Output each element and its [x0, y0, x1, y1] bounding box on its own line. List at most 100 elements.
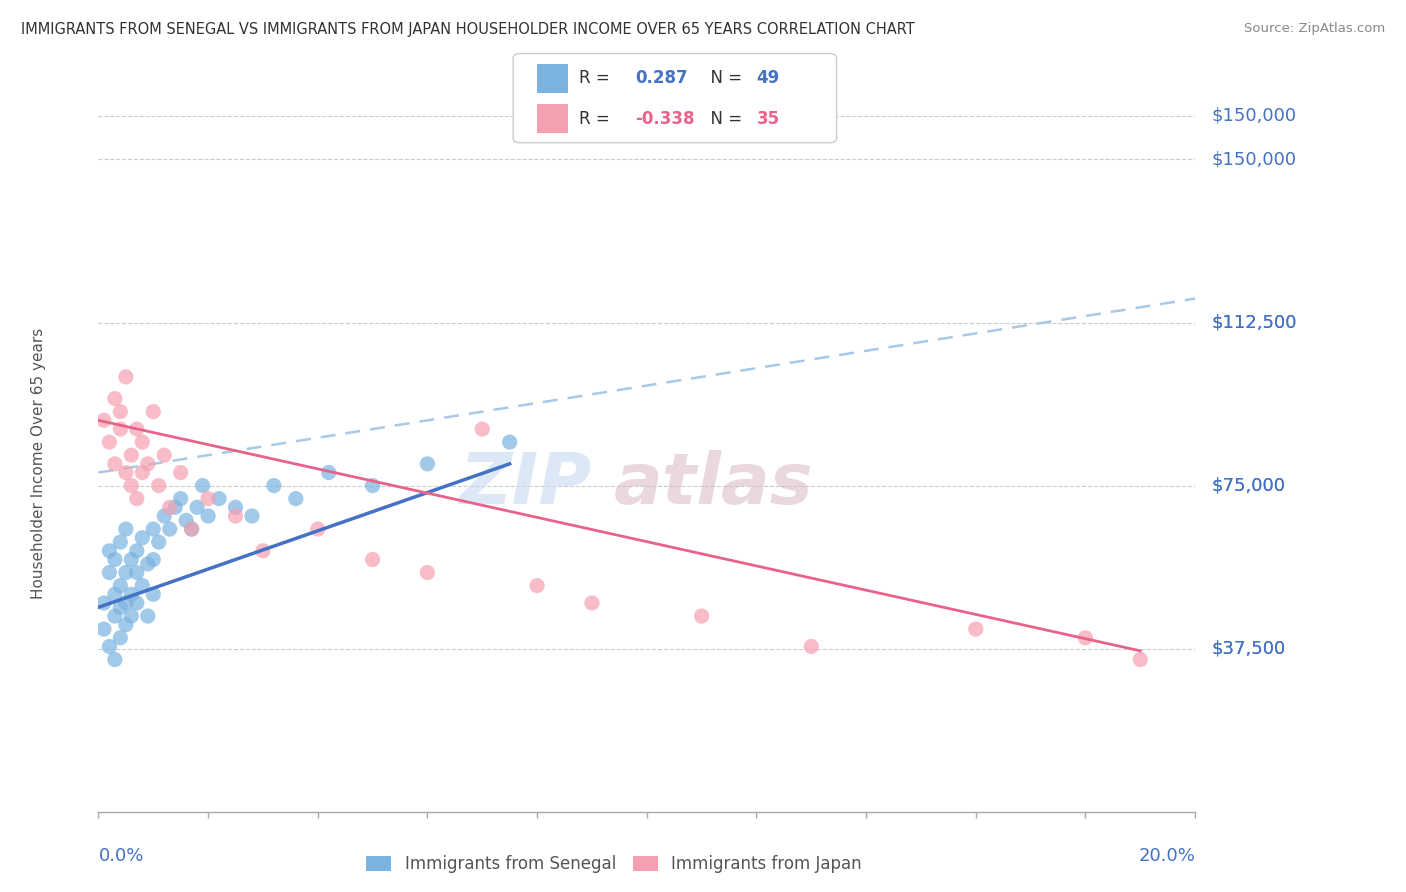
Point: [165, 500, 187, 515]
Point: [153, 448, 176, 462]
Point: [581, 596, 603, 610]
Text: 0.287: 0.287: [636, 70, 688, 87]
Point: [120, 448, 142, 462]
Legend: Immigrants from Senegal, Immigrants from Japan: Immigrants from Senegal, Immigrants from…: [360, 848, 868, 880]
Point: [170, 491, 193, 506]
Point: [115, 522, 138, 536]
Point: [131, 466, 153, 480]
Point: [110, 631, 132, 645]
Point: [125, 566, 148, 580]
Text: $112,500: $112,500: [1212, 313, 1298, 332]
Point: [125, 596, 148, 610]
Point: [1074, 631, 1097, 645]
Point: [104, 587, 127, 601]
Text: $37,500: $37,500: [1212, 640, 1286, 657]
Point: [526, 579, 548, 593]
Point: [125, 422, 148, 436]
Point: [110, 535, 132, 549]
Point: [120, 609, 142, 624]
Point: [136, 557, 159, 571]
Point: [1129, 652, 1152, 666]
Point: [142, 552, 165, 566]
Text: R =: R =: [579, 110, 616, 128]
Point: [93, 622, 115, 636]
Point: [197, 508, 219, 523]
Point: [110, 405, 132, 419]
Point: [240, 508, 263, 523]
Point: [159, 522, 181, 536]
Point: [148, 535, 170, 549]
Point: [115, 617, 138, 632]
Point: [284, 491, 307, 506]
Text: -0.338: -0.338: [636, 110, 695, 128]
Point: [170, 466, 193, 480]
Point: [416, 566, 439, 580]
Point: [136, 457, 159, 471]
Point: [307, 522, 329, 536]
Point: [98, 544, 121, 558]
Point: [104, 392, 127, 406]
Point: [104, 652, 127, 666]
Point: [120, 587, 142, 601]
Point: [98, 566, 121, 580]
Point: [180, 522, 202, 536]
Text: Householder Income Over 65 years: Householder Income Over 65 years: [31, 328, 45, 599]
Point: [104, 609, 127, 624]
Point: [225, 500, 247, 515]
Point: [361, 478, 384, 492]
Text: R =: R =: [579, 70, 620, 87]
Point: [499, 435, 522, 450]
Point: [186, 500, 208, 515]
Text: $112,500: $112,500: [1212, 313, 1298, 332]
Point: [110, 422, 132, 436]
Point: [104, 552, 127, 566]
Point: [98, 435, 121, 450]
Text: 0.0%: 0.0%: [98, 847, 143, 864]
Point: [104, 457, 127, 471]
Point: [120, 478, 142, 492]
Point: [120, 552, 142, 566]
Point: [318, 466, 340, 480]
Point: [263, 478, 285, 492]
Text: N =: N =: [700, 70, 748, 87]
Text: $75,000: $75,000: [1212, 476, 1285, 494]
Point: [131, 579, 153, 593]
Text: $150,000: $150,000: [1212, 151, 1296, 169]
Point: [142, 405, 165, 419]
Point: [110, 600, 132, 615]
Point: [142, 522, 165, 536]
Text: IMMIGRANTS FROM SENEGAL VS IMMIGRANTS FROM JAPAN HOUSEHOLDER INCOME OVER 65 YEAR: IMMIGRANTS FROM SENEGAL VS IMMIGRANTS FR…: [21, 22, 915, 37]
Text: 49: 49: [756, 70, 780, 87]
Text: 20.0%: 20.0%: [1139, 847, 1195, 864]
Point: [148, 478, 170, 492]
Point: [191, 478, 214, 492]
Point: [471, 422, 494, 436]
Point: [965, 622, 987, 636]
Point: [416, 457, 439, 471]
Point: [136, 609, 159, 624]
Point: [174, 513, 197, 527]
Point: [93, 596, 115, 610]
Text: Source: ZipAtlas.com: Source: ZipAtlas.com: [1244, 22, 1385, 36]
Point: [159, 500, 181, 515]
Point: [180, 522, 202, 536]
Text: atlas: atlas: [614, 450, 814, 519]
Point: [131, 435, 153, 450]
Point: [800, 640, 823, 654]
Text: $150,000: $150,000: [1212, 107, 1296, 125]
Point: [690, 609, 713, 624]
Point: [93, 413, 115, 427]
Text: $37,500: $37,500: [1212, 640, 1286, 657]
Point: [225, 508, 247, 523]
Point: [153, 508, 176, 523]
Point: [115, 466, 138, 480]
Text: N =: N =: [700, 110, 748, 128]
Point: [252, 544, 274, 558]
Point: [98, 640, 121, 654]
Point: [125, 491, 148, 506]
Text: 35: 35: [756, 110, 779, 128]
Point: [197, 491, 219, 506]
Point: [115, 566, 138, 580]
Point: [115, 369, 138, 384]
Point: [115, 596, 138, 610]
